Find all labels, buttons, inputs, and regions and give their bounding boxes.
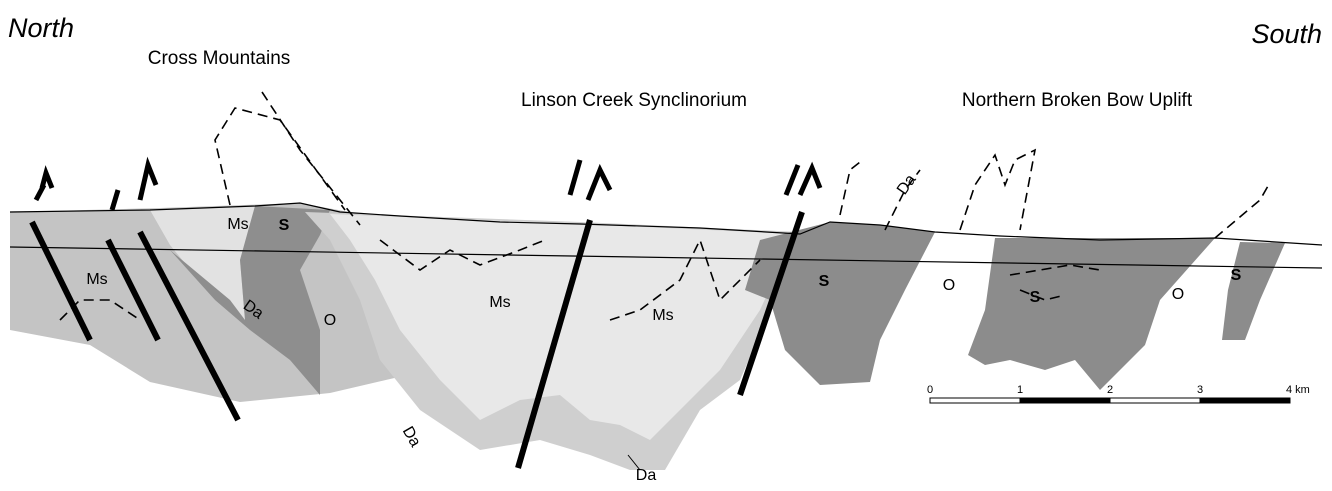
scale-label: 0 — [927, 384, 933, 396]
unit-label: S — [1231, 267, 1242, 284]
unit-label: S — [819, 273, 830, 290]
scale-label: 3 — [1197, 384, 1203, 396]
region-label: Cross Mountains — [148, 48, 291, 69]
region-label: Northern Broken Bow Uplift — [962, 90, 1193, 111]
unit-label: Ms — [86, 271, 107, 288]
scale-label: 2 — [1107, 384, 1113, 396]
scale-segment — [1020, 398, 1110, 403]
silurian-block-1 — [968, 238, 1215, 390]
scale-segment — [1200, 398, 1290, 403]
unit-label: Da — [399, 424, 424, 450]
unit-label: Ms — [652, 307, 673, 324]
direction-label: South — [1251, 19, 1322, 49]
scale-label: 1 — [1017, 384, 1023, 396]
unit-label: O — [1172, 286, 1184, 303]
unit-label: Ms — [489, 294, 510, 311]
scale-segment — [930, 398, 1020, 403]
unit-label: O — [943, 277, 955, 294]
unit-label: Da — [894, 172, 920, 199]
unit-label: S — [279, 217, 290, 234]
unit-label: Ms — [227, 216, 248, 233]
unit-label: Da — [636, 467, 657, 484]
fault-arrows — [36, 160, 820, 210]
region-label: Linson Creek Synclinorium — [521, 90, 747, 111]
fold-trace — [215, 108, 345, 210]
fold-trace — [1215, 186, 1268, 238]
scale-segment — [1110, 398, 1200, 403]
direction-label: North — [8, 13, 74, 43]
strata — [10, 203, 1285, 470]
cross-section: North South Cross Mountains Linson Creek… — [0, 0, 1332, 491]
unit-label: O — [324, 312, 336, 329]
silurian-block-2 — [1222, 242, 1285, 340]
scale-label: 4 km — [1286, 384, 1310, 396]
scale-bar: 0 1 2 3 4 km — [927, 384, 1310, 403]
fold-trace — [960, 150, 1035, 230]
unit-label: S — [1030, 289, 1041, 306]
